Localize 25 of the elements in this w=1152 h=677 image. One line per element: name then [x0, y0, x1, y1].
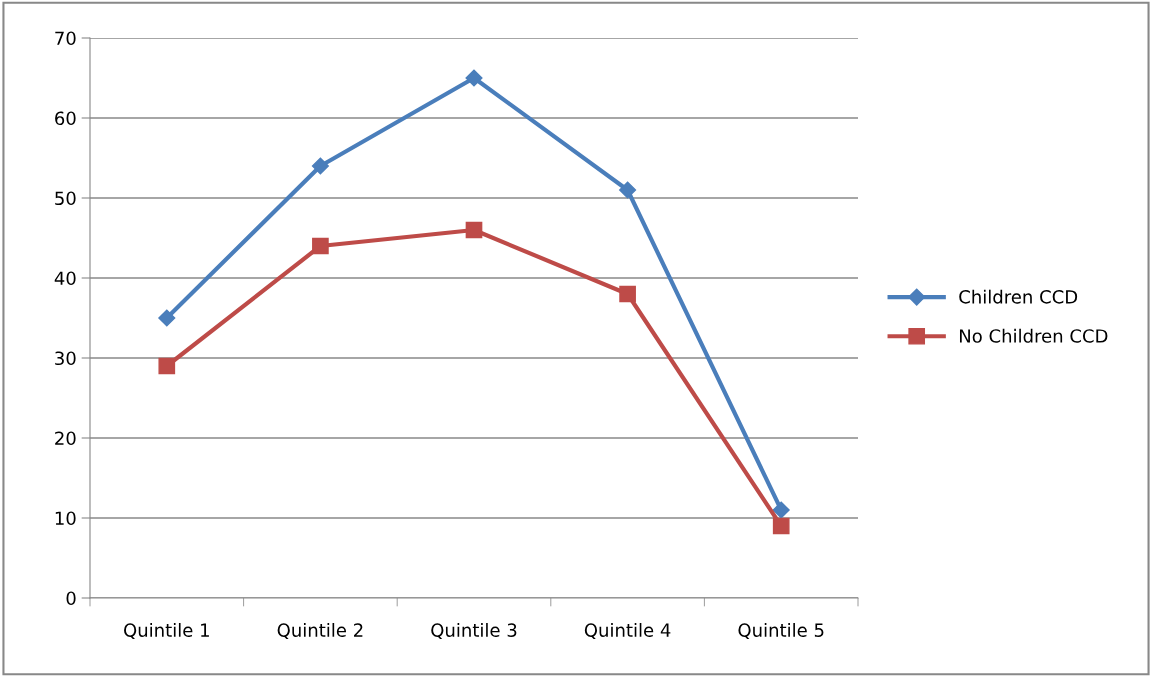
legend-label: No Children CCD	[959, 328, 1108, 343]
x-tick-label: Quintile 3	[431, 623, 517, 640]
y-tick-label: 70	[55, 31, 76, 46]
point	[158, 357, 176, 375]
y-tick-label: 0	[66, 591, 76, 606]
point	[312, 237, 329, 255]
point	[772, 517, 790, 535]
y-tick-label: 20	[55, 431, 76, 446]
y-tick-label: 50	[55, 191, 76, 206]
legend-label: Children CCD	[959, 289, 1078, 304]
x-tick-label: Quintile 5	[738, 623, 824, 640]
point	[465, 69, 483, 87]
y-tick-label: 10	[55, 511, 76, 526]
point	[311, 157, 329, 175]
point	[465, 221, 483, 239]
x-tick-label: Quintile 2	[277, 623, 363, 640]
point	[158, 309, 176, 327]
point	[619, 285, 636, 303]
y-tick-label: 30	[55, 351, 76, 366]
y-tick-label: 40	[54, 271, 76, 286]
point	[619, 181, 637, 199]
x-tick-label: Quintile 4	[584, 623, 671, 640]
x-tick-label: Quintile 1	[124, 623, 209, 640]
y-tick-label: 60	[55, 111, 76, 126]
point	[772, 501, 790, 519]
